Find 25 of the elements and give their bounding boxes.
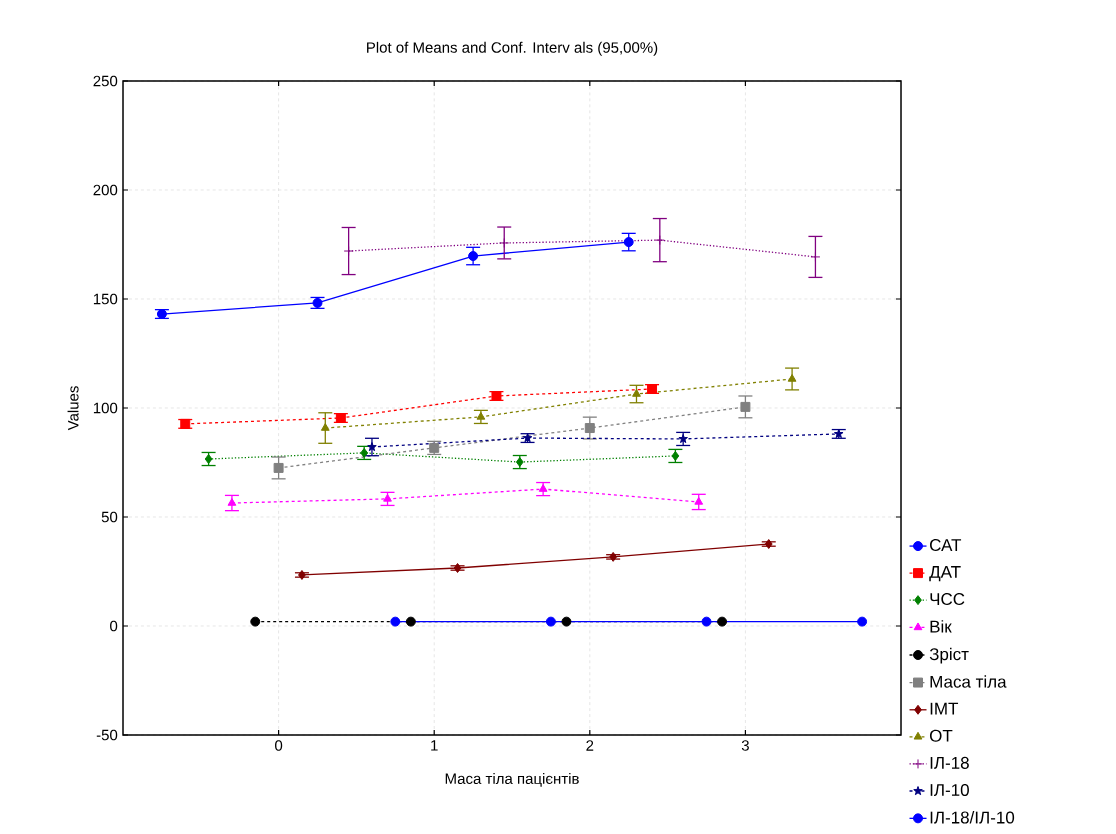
legend-label: ІЛ-10 — [930, 783, 969, 796]
y-axis-title: Values — [67, 386, 79, 431]
y-tick-label: 150 — [93, 293, 118, 305]
y-tick-label: 0 — [110, 620, 118, 632]
legend-label: Вік — [930, 620, 952, 633]
x-tick-label: 1 — [431, 740, 438, 751]
y-tick-label: 250 — [93, 75, 118, 87]
y-tick-label: -50 — [96, 729, 118, 741]
chart-title: Plot of Means and Conf. Interv als (95,00%) — [367, 41, 658, 56]
legend-label: ОТ — [929, 729, 953, 742]
legend-label: САТ — [930, 539, 962, 552]
x-axis-title: Маса тіла пацієнтів — [445, 773, 579, 787]
legend-label: ІМТ — [930, 702, 959, 715]
legend-label: ІЛ-18/ІЛ-10 — [930, 811, 1015, 824]
legend-label: ІЛ-18 — [930, 756, 969, 769]
legend-label: ДАТ — [929, 566, 961, 582]
y-tick-label: 50 — [101, 511, 118, 523]
x-tick-label: 2 — [586, 740, 594, 751]
legend-label: Маса тіла — [930, 675, 1007, 688]
y-tick-label: 100 — [93, 402, 118, 414]
y-tick-label: 200 — [93, 184, 118, 196]
legend-label: ЧСС — [930, 593, 965, 606]
x-tick-label: 0 — [275, 740, 283, 751]
legend-label: Зріст — [929, 647, 969, 664]
x-tick-label: 3 — [741, 740, 749, 751]
